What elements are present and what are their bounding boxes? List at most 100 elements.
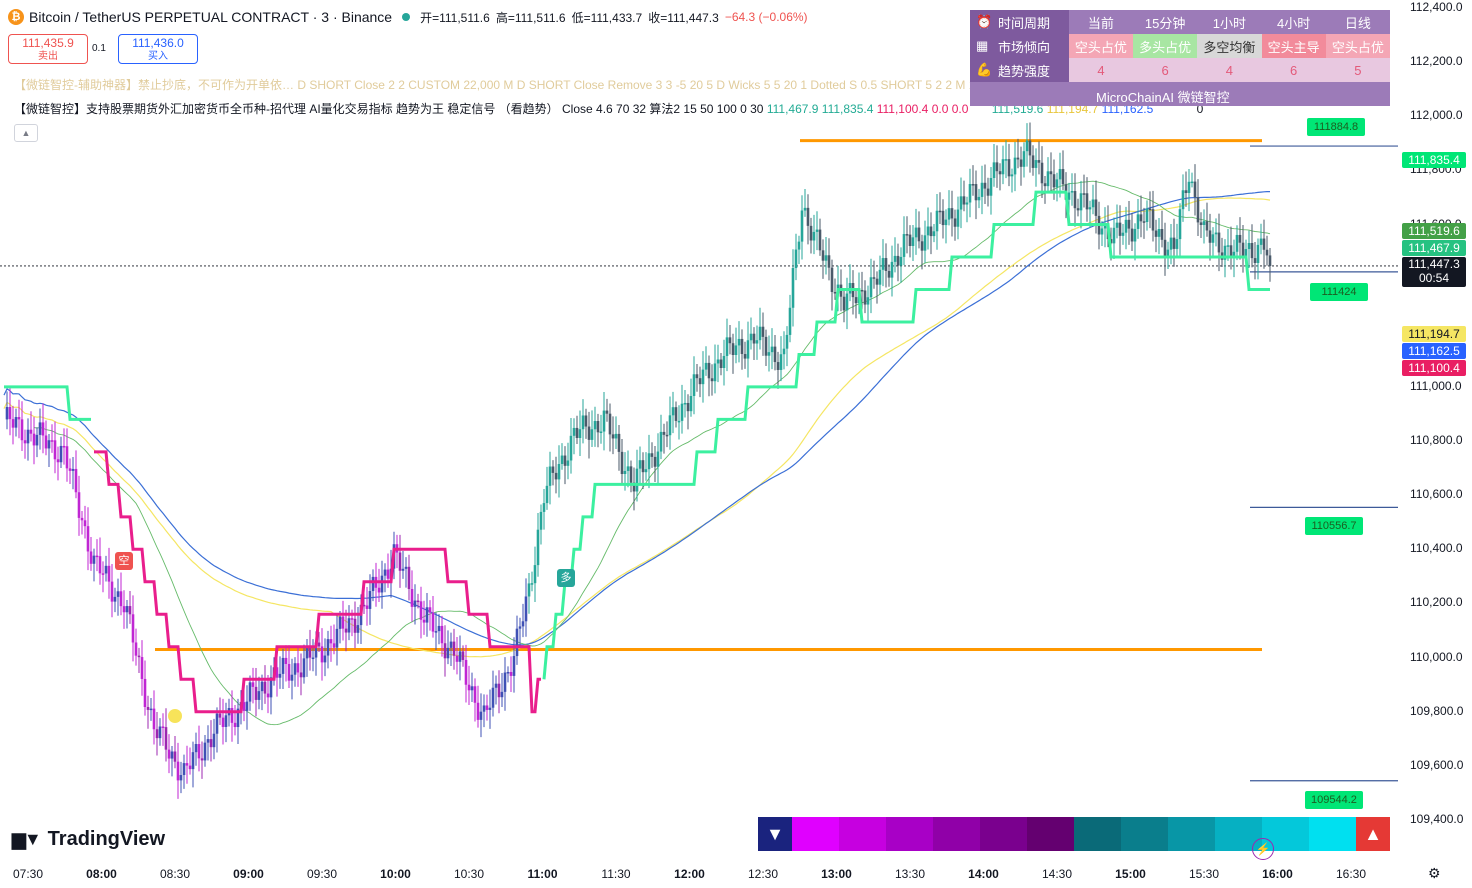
candle — [596, 421, 600, 433]
price-tick-label: 110,400.0 — [1410, 541, 1463, 556]
price-tag: 111,447.3 00:54 — [1402, 257, 1466, 287]
candle — [1046, 171, 1050, 187]
candle — [749, 333, 753, 341]
moving-average-line — [3, 191, 1270, 646]
candle — [1214, 232, 1218, 235]
candle — [458, 651, 462, 662]
candle — [425, 607, 429, 623]
candle — [191, 752, 195, 770]
candle — [1268, 255, 1272, 266]
candle — [53, 440, 57, 460]
candle — [173, 751, 177, 762]
trailing-stop-bull — [4, 190, 1270, 680]
collapse-legend-icon[interactable]: ▲ — [14, 124, 38, 142]
candle — [869, 277, 873, 298]
candle — [74, 468, 78, 493]
candle — [1265, 249, 1269, 256]
candle — [1151, 209, 1155, 231]
price-axis[interactable]: 112,400.0 112,200.0 112,000.0 111,800.0 111,… — [1400, 0, 1472, 860]
panel-header: 1小时 — [1197, 10, 1262, 34]
candle — [206, 739, 210, 743]
candle — [956, 209, 960, 227]
candle — [794, 249, 798, 269]
candle — [41, 422, 45, 436]
candle — [530, 583, 534, 585]
candle — [158, 726, 162, 739]
price-tick-label: 109,400.0 — [1410, 812, 1464, 826]
candle — [1196, 197, 1200, 223]
candle — [308, 646, 312, 658]
candle — [578, 429, 582, 438]
gradient-segment — [886, 817, 933, 851]
candle — [872, 277, 876, 279]
candle — [905, 234, 909, 236]
candle — [758, 326, 762, 341]
time-tick-label: 12:30 — [747, 867, 779, 881]
indicator-value: 111,467.9 — [766, 102, 819, 116]
indicator-value: 111,835.4 — [821, 102, 874, 116]
candle — [632, 482, 636, 492]
indicator-legend-1[interactable]: 【微链智控-辅助神器】禁止抄底，不可作为开单依… D SHORT Close 2… — [14, 78, 1257, 92]
candle — [902, 234, 906, 257]
candle — [662, 431, 666, 435]
countdown-label: 00:54 — [1418, 271, 1450, 285]
time-tick-label: 13:00 — [821, 867, 852, 881]
candle — [707, 362, 711, 379]
symbol-title[interactable]: Bitcoin / TetherUS PERPETUAL CONTRACT · … — [29, 9, 393, 25]
candle — [1034, 160, 1038, 168]
candle — [254, 686, 258, 700]
trend-cell: 空头占优 — [1325, 34, 1390, 58]
candle — [1187, 181, 1191, 194]
candle — [926, 226, 930, 236]
candle — [416, 600, 420, 603]
price-tag: 111,467.9 — [1402, 240, 1466, 256]
time-tick-label: 08:00 — [86, 867, 117, 881]
bolt-icon[interactable]: ⚡ — [1252, 838, 1274, 860]
sell-button[interactable]: 111,435.9 卖出 — [8, 34, 88, 64]
candle — [1001, 159, 1005, 175]
candle — [728, 337, 732, 344]
candle — [440, 625, 444, 644]
candle — [995, 162, 999, 172]
settings-gear-icon[interactable]: ⚙ — [1428, 865, 1441, 881]
price-tick-label: 112,000.0 — [1410, 108, 1463, 123]
candle — [680, 403, 684, 421]
indicator-value: 0 — [1196, 102, 1204, 116]
momentum-gradient-bar: ▼ ▲ — [758, 817, 1390, 851]
market-status-dot — [402, 13, 411, 21]
candle — [362, 604, 366, 607]
candle — [1037, 160, 1041, 163]
candle — [1142, 221, 1146, 223]
candle — [149, 708, 153, 711]
candle — [1022, 151, 1026, 167]
candle — [518, 626, 522, 629]
candle — [335, 628, 339, 648]
candle — [797, 241, 801, 250]
candle — [1058, 169, 1062, 180]
indicator-value: 0.0 — [951, 102, 969, 116]
candle — [317, 642, 321, 647]
tradingview-logo[interactable]: ▆▼ TradingView — [12, 828, 165, 851]
candle — [875, 278, 879, 285]
candle — [614, 433, 618, 439]
candle — [1232, 251, 1236, 259]
candle — [959, 196, 963, 210]
candle — [611, 434, 615, 439]
candle — [179, 775, 183, 781]
candle — [341, 616, 345, 629]
price-badge: 111424 — [1310, 283, 1368, 301]
price-tick-label: 112,400.0 — [1410, 0, 1463, 14]
candle — [1010, 174, 1014, 177]
candle — [1115, 222, 1119, 228]
candle — [659, 431, 663, 452]
candle — [110, 581, 114, 602]
candle — [1217, 232, 1221, 253]
buy-button[interactable]: 111,436.0 买入 — [118, 34, 198, 64]
indicator-value: 111,100.4 — [876, 102, 929, 116]
candle — [704, 362, 708, 370]
price-chart[interactable] — [0, 0, 1400, 860]
candle — [413, 600, 417, 607]
candle — [1256, 244, 1260, 263]
up-arrow-icon: ▲ — [1356, 817, 1390, 851]
candle — [263, 681, 267, 694]
